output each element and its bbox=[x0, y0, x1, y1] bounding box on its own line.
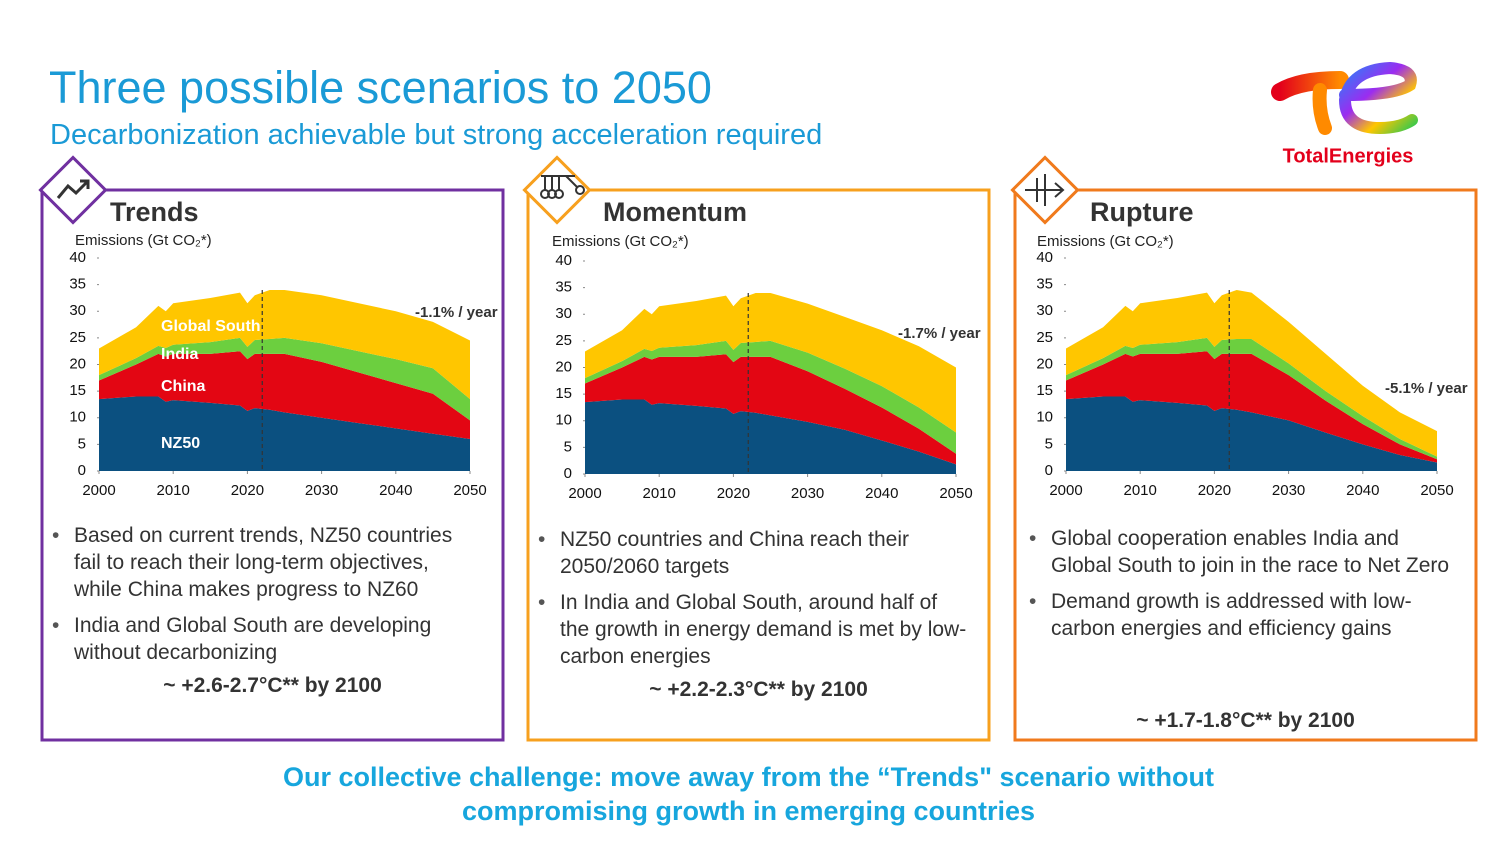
y-tick-label: 20 bbox=[69, 355, 86, 372]
x-tick-label: 2030 bbox=[791, 485, 824, 502]
panel-border bbox=[526, 188, 991, 742]
x-tick-label: 2050 bbox=[1420, 482, 1453, 499]
x-tick-label: 2010 bbox=[157, 482, 190, 499]
panel-border bbox=[1013, 188, 1478, 742]
y-tick-label: 35 bbox=[555, 279, 572, 296]
x-tick-label: 2050 bbox=[453, 482, 486, 499]
area-series bbox=[99, 396, 470, 471]
area-series bbox=[585, 292, 956, 433]
area-series bbox=[1066, 396, 1437, 471]
panel-border bbox=[40, 188, 505, 742]
rupture-icon bbox=[1010, 155, 1080, 225]
annotation: -1.1% / year bbox=[415, 304, 498, 321]
y-tick-label: 0 bbox=[1045, 462, 1053, 479]
bullet: NZ50 countries and China reach their 205… bbox=[538, 526, 968, 580]
chart-title: Trends bbox=[110, 197, 199, 227]
bullet: Global cooperation enables India and Glo… bbox=[1029, 525, 1459, 579]
area-series bbox=[1066, 289, 1437, 457]
y-tick-label: 35 bbox=[69, 276, 86, 293]
x-tick-label: 2000 bbox=[1049, 482, 1082, 499]
bullet: Demand growth is addressed with low-carb… bbox=[1029, 588, 1459, 642]
series-label: India bbox=[161, 346, 198, 363]
series-label: Global South bbox=[161, 318, 261, 335]
y-tick-label: 30 bbox=[69, 302, 86, 319]
y-tick-label: 0 bbox=[564, 465, 572, 482]
y-tick-label: 15 bbox=[69, 382, 86, 399]
trends-icon bbox=[38, 155, 108, 225]
y-tick-label: 25 bbox=[1036, 329, 1053, 346]
annotation: -5.1% / year bbox=[1385, 380, 1468, 397]
y-axis-label: Emissions (Gt CO₂*) bbox=[552, 233, 689, 250]
y-axis-label: Emissions (Gt CO₂*) bbox=[75, 232, 212, 249]
series-label: NZ50 bbox=[161, 435, 200, 452]
logo: TotalEnergies bbox=[1271, 61, 1418, 167]
y-tick-label: 20 bbox=[1036, 355, 1053, 372]
y-tick-label: 25 bbox=[555, 332, 572, 349]
footer-line: compromising growth in emerging countrie… bbox=[461, 796, 1036, 826]
bullet-list: NZ50 countries and China reach their 205… bbox=[538, 526, 968, 679]
x-tick-label: 2030 bbox=[1272, 482, 1305, 499]
bullet: India and Global South are developing wi… bbox=[52, 612, 482, 666]
logo-text: TotalEnergies bbox=[1283, 145, 1414, 167]
area-series bbox=[585, 354, 956, 465]
x-tick-label: 2010 bbox=[1124, 482, 1157, 499]
x-tick-label: 2050 bbox=[939, 485, 972, 502]
x-tick-label: 2030 bbox=[305, 482, 338, 499]
x-tick-label: 2020 bbox=[1198, 482, 1231, 499]
y-axis-label: Emissions (Gt CO₂*) bbox=[1037, 233, 1174, 250]
area-series bbox=[99, 289, 470, 400]
chart-title: Momentum bbox=[603, 197, 747, 227]
x-tick-label: 2010 bbox=[643, 485, 676, 502]
x-tick-label: 2040 bbox=[379, 482, 412, 499]
footer-line: Our collective challenge: move away from… bbox=[282, 762, 1215, 792]
y-tick-label: 5 bbox=[1045, 435, 1053, 452]
annotation: -1.7% / year bbox=[898, 325, 981, 342]
y-tick-label: 10 bbox=[69, 409, 86, 426]
bullet: In India and Global South, around half o… bbox=[538, 589, 968, 670]
footer: Our collective challenge: move away from… bbox=[0, 760, 1497, 828]
momentum-icon bbox=[522, 155, 592, 225]
y-tick-label: 5 bbox=[78, 435, 86, 452]
temperature: ~ +2.6-2.7°C** by 2100 bbox=[163, 674, 382, 697]
y-tick-label: 40 bbox=[555, 252, 572, 269]
x-tick-label: 2020 bbox=[717, 485, 750, 502]
bullet: Based on current trends, NZ50 countries … bbox=[52, 522, 482, 603]
x-tick-label: 2040 bbox=[865, 485, 898, 502]
y-tick-label: 35 bbox=[1036, 276, 1053, 293]
chart-title: Rupture bbox=[1090, 197, 1194, 227]
y-tick-label: 0 bbox=[78, 462, 86, 479]
x-tick-label: 2020 bbox=[231, 482, 264, 499]
y-tick-label: 5 bbox=[564, 438, 572, 455]
y-tick-label: 10 bbox=[1036, 409, 1053, 426]
area-series bbox=[1066, 351, 1437, 463]
bullet-list: Global cooperation enables India and Glo… bbox=[1029, 525, 1459, 651]
x-tick-label: 2040 bbox=[1346, 482, 1379, 499]
y-tick-label: 15 bbox=[555, 385, 572, 402]
y-tick-label: 20 bbox=[555, 358, 572, 375]
series-label: China bbox=[161, 378, 206, 395]
y-tick-label: 40 bbox=[1036, 249, 1053, 266]
slide-title: Three possible scenarios to 2050 bbox=[49, 62, 712, 113]
temperature: ~ +2.2-2.3°C** by 2100 bbox=[649, 678, 868, 701]
area-series bbox=[585, 399, 956, 474]
x-tick-label: 2000 bbox=[82, 482, 115, 499]
y-tick-label: 15 bbox=[1036, 382, 1053, 399]
y-tick-label: 30 bbox=[1036, 302, 1053, 319]
area-series bbox=[99, 351, 470, 440]
x-tick-label: 2000 bbox=[568, 485, 601, 502]
slide-subtitle: Decarbonization achievable but strong ac… bbox=[50, 119, 823, 151]
area-series bbox=[99, 337, 470, 421]
y-tick-label: 30 bbox=[555, 305, 572, 322]
area-series bbox=[585, 340, 956, 454]
y-tick-label: 10 bbox=[555, 412, 572, 429]
y-tick-label: 25 bbox=[69, 329, 86, 346]
bullet-list: Based on current trends, NZ50 countries … bbox=[52, 522, 482, 675]
y-tick-label: 40 bbox=[69, 249, 86, 266]
temperature: ~ +1.7-1.8°C** by 2100 bbox=[1136, 709, 1355, 732]
